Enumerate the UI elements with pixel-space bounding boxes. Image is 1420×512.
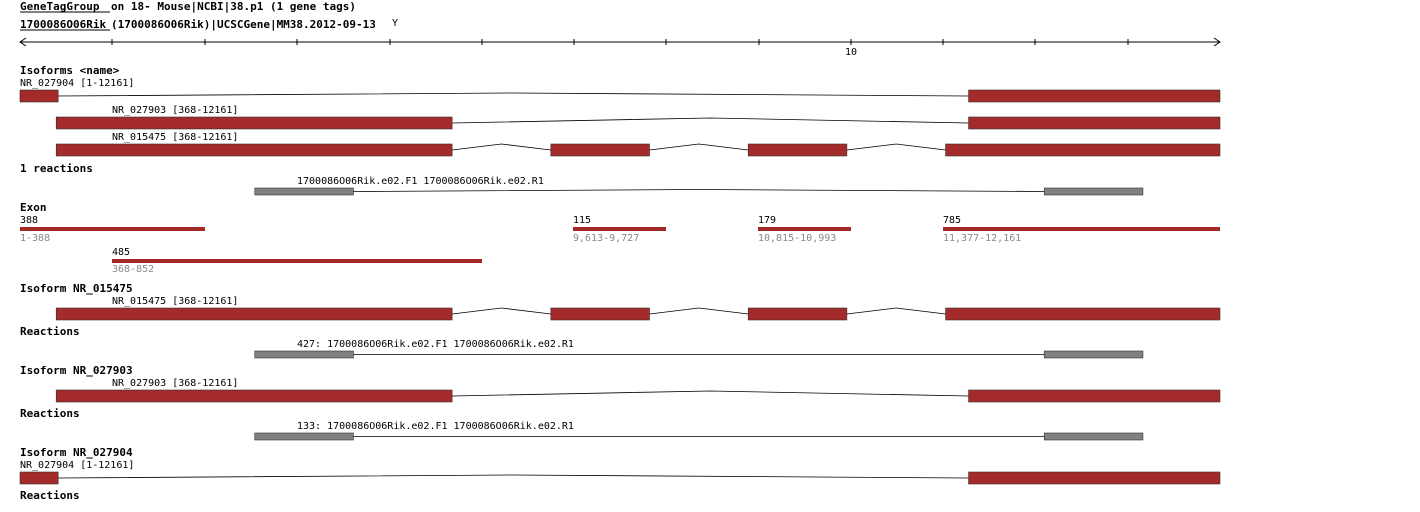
reaction-label[interactable]: 1700086O06Rik.e02.F1 1700086O06Rik.e02.R… (297, 176, 544, 187)
exon-length: 115 (573, 215, 591, 226)
resize-icon[interactable]: Y (392, 18, 398, 29)
reactions-title: 1 reactions (20, 162, 93, 175)
exon-title: Exon (20, 201, 47, 214)
exon-range: 10,815-10,993 (758, 233, 836, 244)
exon-box[interactable] (254, 350, 354, 359)
intron-line (452, 143, 551, 151)
intron-line (649, 307, 749, 315)
isoform-track (55, 116, 1221, 130)
exon-box[interactable] (550, 307, 650, 321)
exon-box[interactable] (945, 143, 1221, 157)
isoform-label[interactable]: NR_015475 [368-12161] (112, 132, 238, 143)
intron-line (452, 307, 551, 315)
isoforms-title: Isoforms <name> (20, 64, 120, 77)
intron-line (846, 143, 946, 151)
isoform-label[interactable]: NR_015475 [368-12161] (112, 296, 238, 307)
reactions-title: Reactions (20, 325, 80, 338)
exon-box[interactable] (747, 307, 848, 321)
isoform-label[interactable]: NR_027903 [368-12161] (112, 378, 238, 389)
intron-line (452, 117, 969, 124)
exon-box[interactable] (968, 89, 1221, 103)
group-title: on 18- Mouse|NCBI|38.p1 (1 gene tags) (111, 0, 356, 13)
exon-box[interactable] (19, 471, 59, 485)
exon-box[interactable] (55, 389, 453, 403)
intron-line (353, 189, 1045, 192)
isoform-track (55, 143, 1221, 157)
intron-line (649, 143, 749, 151)
gene-link[interactable]: 1700086O06Rik (20, 18, 106, 31)
exon-box[interactable] (968, 389, 1221, 403)
section-title: Isoform NR_027904 (20, 446, 133, 459)
exon-box[interactable] (945, 307, 1221, 321)
intron-line (846, 307, 946, 315)
group-link[interactable]: GeneTagGroup (20, 0, 100, 13)
exon-box[interactable] (1043, 187, 1144, 196)
exon-length: 388 (20, 215, 38, 226)
exon-range: 368-852 (112, 264, 154, 275)
exon-box[interactable] (1043, 350, 1144, 359)
axis-left-arrow-icon (19, 37, 27, 47)
axis-tick-label: 10 (845, 47, 857, 58)
intron-line (58, 474, 969, 479)
exon-range: 11,377-12,161 (943, 233, 1021, 244)
reaction-label[interactable]: 133: 1700086O06Rik.e02.F1 1700086O06Rik.… (297, 421, 574, 432)
isoform-label[interactable]: NR_027903 [368-12161] (112, 105, 238, 116)
exon-box[interactable] (550, 143, 650, 157)
intron-line (452, 390, 969, 397)
exon-bar[interactable] (112, 259, 482, 263)
exon-box[interactable] (55, 143, 453, 157)
exon-bar[interactable] (758, 227, 851, 231)
exon-box[interactable] (19, 89, 59, 103)
section-title: Isoform NR_015475 (20, 282, 133, 295)
exon-box[interactable] (968, 471, 1221, 485)
exon-box[interactable] (968, 116, 1221, 130)
exon-box[interactable] (254, 432, 354, 441)
exon-bar[interactable] (943, 227, 1220, 231)
exon-range: 1-388 (20, 233, 50, 244)
isoform-label[interactable]: NR_027904 [1-12161] (20, 460, 134, 471)
isoform-label[interactable]: NR_027904 [1-12161] (20, 78, 134, 89)
exon-box[interactable] (55, 116, 453, 130)
isoform-track (19, 89, 1221, 103)
exon-length: 485 (112, 247, 130, 258)
reaction-label[interactable]: 427: 1700086O06Rik.e02.F1 1700086O06Rik.… (297, 339, 574, 350)
exon-box[interactable] (1043, 432, 1144, 441)
exon-range: 9,613-9,727 (573, 233, 639, 244)
intron-line (58, 92, 969, 97)
exon-length: 785 (943, 215, 961, 226)
axis-right-arrow-icon (1213, 37, 1221, 47)
exon-box[interactable] (747, 143, 848, 157)
position-axis: 10 (19, 37, 1221, 58)
section-title: Isoform NR_027903 (20, 364, 133, 377)
gene-title: (1700086O06Rik)|UCSCGene|MM38.2012-09-13 (111, 18, 376, 31)
reactions-title: Reactions (20, 489, 80, 502)
exon-box[interactable] (55, 307, 453, 321)
exon-box[interactable] (254, 187, 354, 196)
exon-bar[interactable] (573, 227, 666, 231)
exon-length: 179 (758, 215, 776, 226)
reactions-title: Reactions (20, 407, 80, 420)
exon-bar[interactable] (20, 227, 205, 231)
